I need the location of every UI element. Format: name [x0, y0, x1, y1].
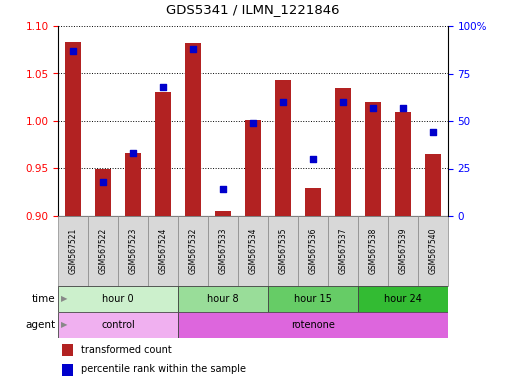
- Point: [99, 179, 107, 185]
- Bar: [155, 91, 171, 216]
- Bar: [364, 102, 380, 216]
- Bar: [62, 344, 73, 356]
- Text: percentile rank within the sample: percentile rank within the sample: [81, 364, 245, 374]
- Bar: [88, 216, 118, 286]
- Bar: [297, 216, 327, 286]
- Bar: [95, 169, 111, 216]
- Bar: [334, 88, 350, 216]
- Point: [69, 48, 77, 54]
- Text: GSM567540: GSM567540: [427, 228, 436, 274]
- Bar: [178, 286, 268, 312]
- Text: GSM567524: GSM567524: [158, 228, 167, 274]
- Text: GSM567532: GSM567532: [188, 228, 197, 274]
- Bar: [268, 286, 357, 312]
- Point: [159, 84, 167, 90]
- Text: GSM567537: GSM567537: [338, 228, 347, 274]
- Text: GSM567522: GSM567522: [98, 228, 108, 274]
- Point: [129, 150, 137, 156]
- Text: GSM567539: GSM567539: [397, 228, 407, 274]
- Text: transformed count: transformed count: [81, 345, 171, 355]
- Text: GSM567521: GSM567521: [69, 228, 78, 274]
- Bar: [62, 364, 73, 376]
- Bar: [274, 80, 291, 216]
- Point: [398, 104, 406, 111]
- Point: [219, 186, 227, 192]
- Bar: [387, 216, 417, 286]
- Text: ▶: ▶: [61, 321, 67, 329]
- Bar: [244, 120, 261, 216]
- Bar: [178, 312, 447, 338]
- Text: hour 15: hour 15: [293, 294, 331, 304]
- Bar: [58, 286, 178, 312]
- Bar: [357, 216, 387, 286]
- Text: GSM567538: GSM567538: [368, 228, 377, 274]
- Bar: [237, 216, 268, 286]
- Bar: [125, 153, 141, 216]
- Text: GSM567533: GSM567533: [218, 228, 227, 274]
- Bar: [148, 216, 178, 286]
- Text: GSM567523: GSM567523: [128, 228, 137, 274]
- Point: [338, 99, 346, 105]
- Text: control: control: [101, 320, 135, 330]
- Bar: [178, 216, 208, 286]
- Point: [308, 156, 316, 162]
- Bar: [327, 216, 357, 286]
- Bar: [65, 42, 81, 216]
- Text: hour 8: hour 8: [207, 294, 238, 304]
- Text: GSM567536: GSM567536: [308, 228, 317, 274]
- Bar: [58, 216, 88, 286]
- Text: GSM567534: GSM567534: [248, 228, 257, 274]
- Bar: [214, 211, 231, 216]
- Bar: [304, 187, 321, 216]
- Bar: [424, 154, 440, 216]
- Bar: [118, 216, 148, 286]
- Bar: [417, 216, 447, 286]
- Text: hour 0: hour 0: [102, 294, 134, 304]
- Point: [428, 129, 436, 136]
- Text: hour 24: hour 24: [383, 294, 421, 304]
- Point: [248, 120, 257, 126]
- Text: GDS5341 / ILMN_1221846: GDS5341 / ILMN_1221846: [166, 3, 339, 17]
- Text: rotenone: rotenone: [290, 320, 334, 330]
- Point: [278, 99, 286, 105]
- Text: GSM567535: GSM567535: [278, 228, 287, 274]
- Bar: [268, 216, 297, 286]
- Bar: [184, 43, 201, 216]
- Text: agent: agent: [25, 320, 56, 330]
- Bar: [208, 216, 237, 286]
- Text: ▶: ▶: [61, 295, 67, 303]
- Bar: [357, 286, 447, 312]
- Text: time: time: [32, 294, 56, 304]
- Point: [189, 46, 197, 52]
- Point: [368, 104, 376, 111]
- Bar: [394, 111, 410, 216]
- Bar: [58, 312, 178, 338]
